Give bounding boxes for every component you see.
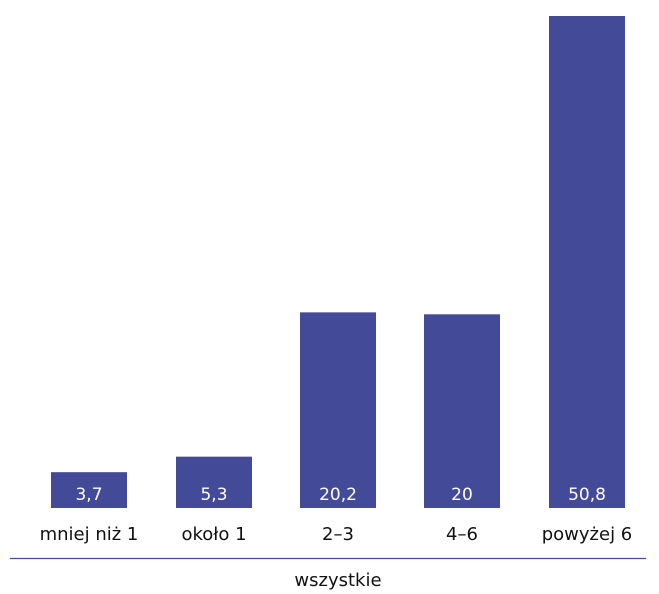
bar-3 [300, 312, 376, 508]
category-label-2: około 1 [181, 524, 246, 545]
bar-value-label-2: 5,3 [200, 485, 227, 505]
bar-4 [424, 314, 500, 508]
bar-2 [176, 456, 252, 508]
bars-group [51, 16, 625, 508]
category-label-1: mniej niż 1 [40, 524, 139, 545]
bar-value-labels: 3,7 5,3 20,2 20 50,8 [75, 485, 605, 505]
bar-value-label-1: 3,7 [75, 485, 102, 505]
bar-value-label-3: 20,2 [319, 485, 357, 505]
category-labels: mniej niż 1 około 1 2–3 4–6 powyżej 6 [40, 524, 633, 545]
category-label-3: 2–3 [322, 524, 354, 545]
bar-5 [549, 16, 625, 508]
category-label-4: 4–6 [446, 524, 478, 545]
category-label-5: powyżej 6 [542, 524, 633, 545]
bar-value-label-4: 20 [451, 485, 473, 505]
group-label: wszystkie [294, 570, 381, 591]
bar-1 [51, 472, 127, 508]
bar-value-label-5: 50,8 [568, 485, 606, 505]
